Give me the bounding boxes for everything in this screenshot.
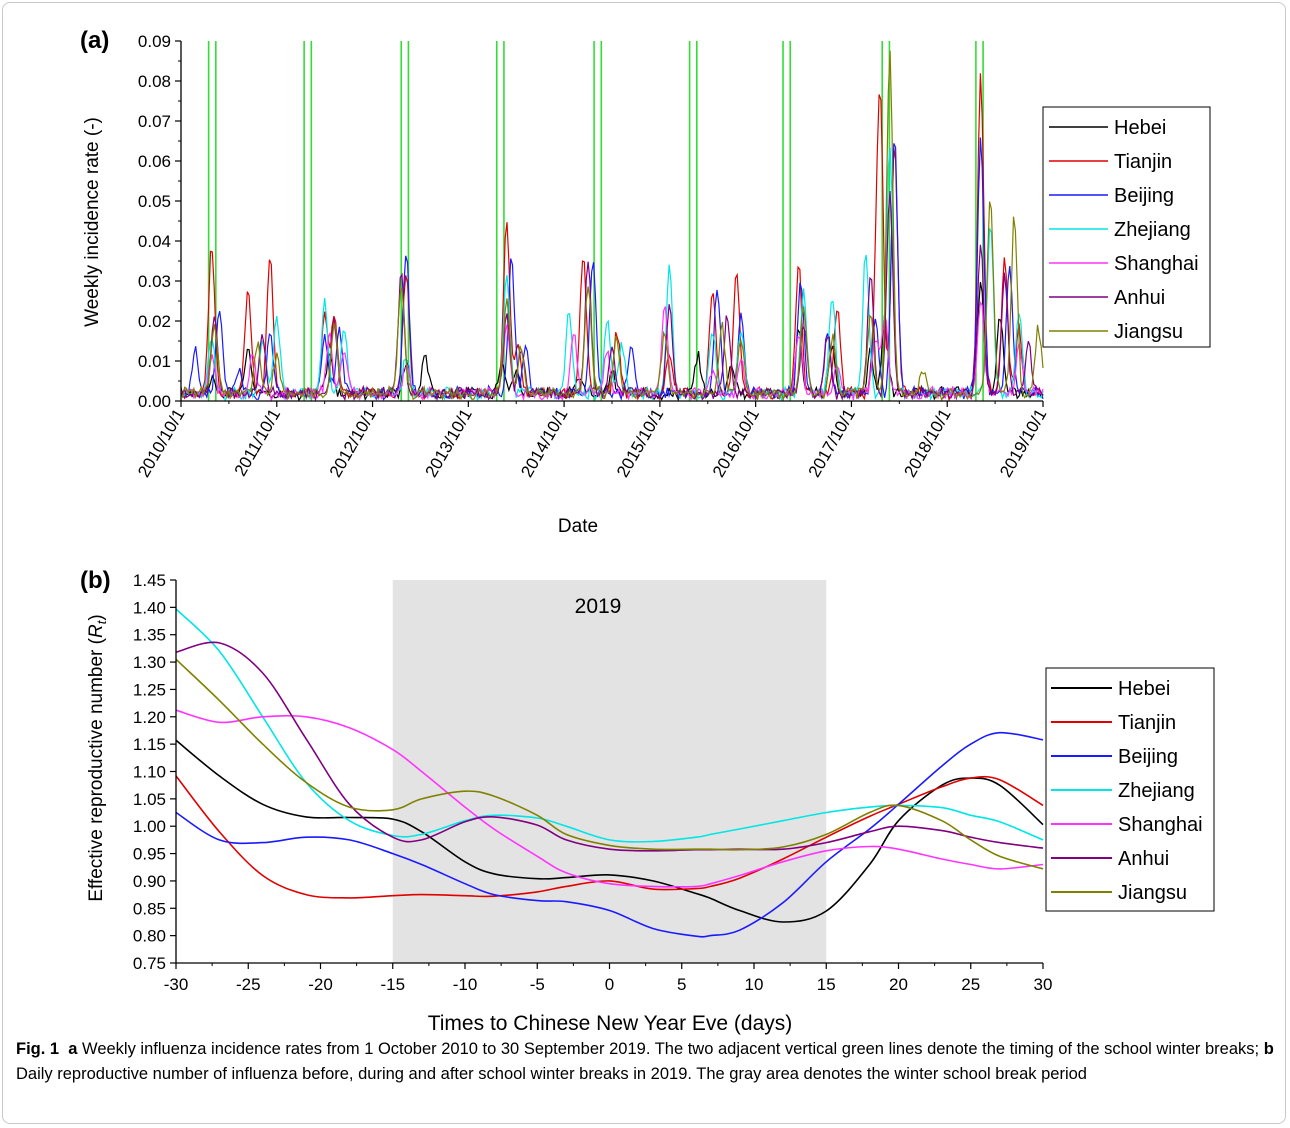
x-tick-label: -20 bbox=[308, 975, 333, 994]
chart-a-x-axis-label: Date bbox=[558, 516, 598, 537]
school-break-shaded-region bbox=[392, 580, 827, 963]
chart-a-y-axis-label: Weekly incidence rate (-) bbox=[82, 117, 103, 327]
caption-a-label: a bbox=[68, 1040, 78, 1058]
rt-line-anhui bbox=[175, 641, 1044, 852]
y-tick-label: 1.10 bbox=[133, 763, 166, 782]
caption-b-label: b bbox=[1263, 1040, 1274, 1058]
x-tick-label: -30 bbox=[164, 975, 189, 994]
x-tick-label: -15 bbox=[380, 975, 405, 994]
y-tick-label: 0.00 bbox=[138, 392, 171, 411]
x-tick-label: 0 bbox=[605, 975, 614, 994]
legend-label-anhui: Anhui bbox=[1118, 848, 1169, 870]
legend-label-zhejiang: Zhejiang bbox=[1118, 780, 1195, 802]
y-tick-label: 1.25 bbox=[133, 680, 166, 699]
figure-caption: Fig. 1 a Weekly influenza incidence rate… bbox=[16, 1037, 1278, 1087]
y-tick-label: 1.35 bbox=[133, 626, 166, 645]
x-tick-label: 25 bbox=[961, 975, 980, 994]
caption-a-text: Weekly influenza incidence rates from 1 … bbox=[82, 1040, 1260, 1058]
legend-label-jiangsu: Jiangsu bbox=[1118, 882, 1187, 904]
y-tick-label: 1.45 bbox=[133, 571, 166, 590]
winter-break-lines bbox=[207, 41, 984, 401]
legend-label-hebei: Hebei bbox=[1114, 117, 1166, 139]
rt-line-shanghai bbox=[175, 709, 1044, 888]
legend-label-jiangsu: Jiangsu bbox=[1114, 321, 1183, 343]
y-tick-label: 1.20 bbox=[133, 708, 166, 727]
incidence-series bbox=[180, 50, 1044, 403]
chart-b-x-axis-label: Times to Chinese New Year Eve (days) bbox=[428, 1012, 793, 1035]
x-tick-label: 5 bbox=[677, 975, 686, 994]
y-tick-label: 0.08 bbox=[138, 72, 171, 91]
rt-line-tianjin bbox=[175, 775, 1044, 899]
chart-b-y-axis-label: Effective reproductive number (Rt) bbox=[86, 614, 109, 901]
chart-b-axes: 0.75 0.80 0.85 0.90 0.95 1.00 1.05 1.10 1.15 1.20… bbox=[133, 571, 1053, 994]
y-tick-label: 1.40 bbox=[133, 598, 166, 617]
chart-b-legend: Hebei Tianjin Beijing Zhejiang Shanghai Anhui… bbox=[1045, 667, 1215, 912]
y-tick-label: 1.05 bbox=[133, 790, 166, 809]
shaded-region bbox=[392, 580, 827, 963]
chart-a: 0.00 0.01 0.02 0.03 0.04 0.05 0.06 0.07 0.08 0.09… bbox=[80, 27, 1211, 537]
y-tick-label: 0.02 bbox=[138, 312, 171, 331]
rt-line-beijing bbox=[175, 731, 1044, 938]
chart-a-legend: Hebei Tianjin Beijing Zhejiang Shanghai Anhui… bbox=[1042, 106, 1211, 348]
x-tick-label: -10 bbox=[453, 975, 478, 994]
legend-label-hebei: Hebei bbox=[1118, 678, 1170, 700]
rt-line-hebei bbox=[175, 739, 1044, 923]
series-line-anhui bbox=[180, 190, 1044, 402]
reproductive-number-series bbox=[175, 608, 1044, 938]
legend-label-beijing: Beijing bbox=[1118, 746, 1178, 768]
panel-a-label: (a) bbox=[80, 27, 109, 54]
x-tick-label: -25 bbox=[236, 975, 261, 994]
legend-label-tianjin: Tianjin bbox=[1118, 712, 1176, 734]
x-tick-label: 10 bbox=[745, 975, 764, 994]
y-tick-label: 0.04 bbox=[138, 232, 171, 251]
y-tick-label: 0.85 bbox=[133, 899, 166, 918]
y-tick-label: 0.75 bbox=[133, 954, 166, 973]
y-tick-label: 0.05 bbox=[138, 192, 171, 211]
y-tick-label: 0.07 bbox=[138, 112, 171, 131]
caption-fig-label: Fig. 1 bbox=[16, 1040, 60, 1058]
caption-b-text: Daily reproductive number of influenza b… bbox=[16, 1065, 1087, 1083]
legend-label-shanghai: Shanghai bbox=[1114, 253, 1199, 275]
y-tick-label: 0.95 bbox=[133, 845, 166, 864]
series-line-jiangsu bbox=[180, 50, 1044, 402]
x-tick-label: 30 bbox=[1034, 975, 1053, 994]
x-tick-label: 20 bbox=[889, 975, 908, 994]
y-tick-label: 0.03 bbox=[138, 272, 171, 291]
x-tick-label: -5 bbox=[530, 975, 545, 994]
rt-line-jiangsu bbox=[175, 658, 1044, 870]
y-tick-label: 0.09 bbox=[138, 32, 171, 51]
chart-b: 0.75 0.80 0.85 0.90 0.95 1.00 1.05 1.10 1.15 1.20… bbox=[80, 567, 1215, 1035]
y-tick-label: 0.80 bbox=[133, 927, 166, 946]
shaded-year-label: 2019 bbox=[575, 595, 622, 618]
y-tick-label: 1.30 bbox=[133, 653, 166, 672]
series-line-beijing bbox=[180, 137, 1044, 402]
x-tick-label: 15 bbox=[817, 975, 836, 994]
legend-box bbox=[1042, 106, 1211, 348]
series-line-shanghai bbox=[180, 300, 1044, 403]
legend-label-shanghai: Shanghai bbox=[1118, 814, 1203, 836]
y-tick-label: 0.06 bbox=[138, 152, 171, 171]
y-tick-label: 1.15 bbox=[133, 735, 166, 754]
legend-label-tianjin: Tianjin bbox=[1114, 151, 1172, 173]
y-tick-label: 0.90 bbox=[133, 872, 166, 891]
y-tick-label: 1.00 bbox=[133, 817, 166, 836]
panel-b-label: (b) bbox=[80, 567, 111, 594]
y-tick-label: 0.01 bbox=[138, 352, 171, 371]
legend-label-zhejiang: Zhejiang bbox=[1114, 219, 1191, 241]
legend-label-beijing: Beijing bbox=[1114, 185, 1174, 207]
legend-label-anhui: Anhui bbox=[1114, 287, 1165, 309]
